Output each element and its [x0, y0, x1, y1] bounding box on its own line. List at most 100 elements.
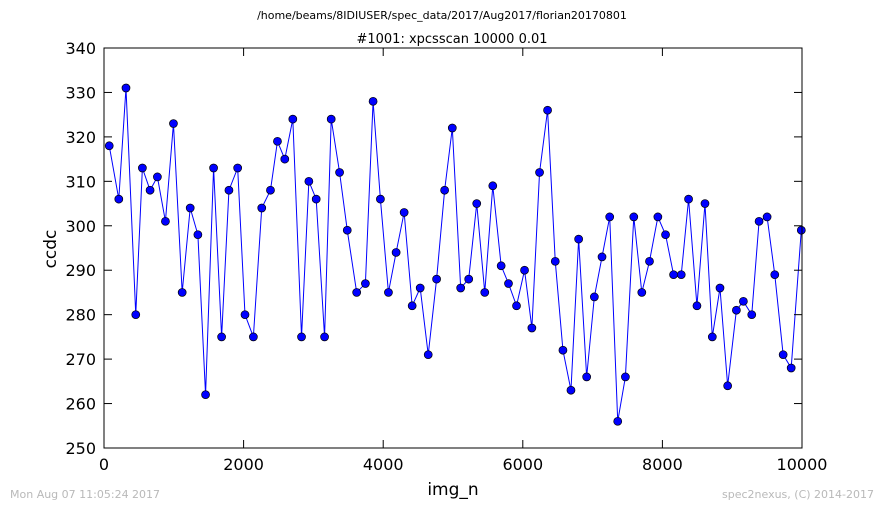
data-point	[391, 248, 401, 257]
data-point	[520, 265, 529, 275]
y-tick-label: 280	[65, 306, 96, 325]
data-point	[193, 230, 203, 240]
data-point	[326, 114, 336, 124]
data-point	[621, 372, 630, 382]
plot-frame	[103, 47, 803, 449]
y-tick-label: 320	[65, 128, 96, 147]
y-axis-label: ccdc	[41, 230, 61, 269]
data-point	[131, 310, 141, 320]
x-axis-label: img_n	[427, 480, 478, 500]
data-point	[566, 385, 576, 395]
data-point	[104, 141, 114, 151]
chart-path-header: /home/beams/8IDIUSER/spec_data/2017/Aug2…	[257, 9, 627, 22]
y-tick-label: 340	[65, 39, 96, 58]
data-point	[288, 114, 298, 124]
data-point	[297, 332, 306, 342]
footer-timestamp: Mon Aug 07 11:05:24 2017	[10, 488, 160, 501]
data-point	[384, 288, 393, 297]
data-point	[653, 212, 663, 222]
y-tick-label: 300	[65, 217, 96, 236]
data-point	[161, 216, 170, 226]
data-point	[692, 301, 702, 311]
data-point	[114, 194, 124, 204]
data-point	[645, 256, 654, 266]
data-point	[676, 270, 686, 280]
data-point	[762, 212, 772, 222]
data-point	[361, 279, 370, 288]
data-point	[376, 194, 385, 204]
data-point	[488, 181, 498, 191]
data-point	[121, 83, 131, 93]
x-tick-label: 0	[99, 455, 109, 474]
data-point	[512, 301, 521, 311]
data-point	[684, 194, 693, 204]
y-tick-label: 250	[65, 439, 96, 458]
data-point	[440, 185, 449, 195]
data-point	[201, 390, 210, 400]
y-tick-label: 330	[65, 83, 96, 102]
data-point	[153, 172, 162, 182]
data-point	[754, 216, 764, 226]
data-point	[217, 332, 226, 342]
data-point	[786, 363, 796, 373]
data-point	[558, 345, 568, 355]
data-point	[169, 119, 178, 128]
data-point	[661, 230, 670, 240]
data-point	[597, 252, 607, 262]
y-tick-label: 260	[65, 395, 96, 414]
data-point	[257, 203, 267, 213]
data-point	[589, 292, 599, 302]
data-point	[543, 105, 552, 115]
data-point	[496, 261, 506, 271]
data-point	[335, 168, 344, 177]
data-point	[527, 323, 537, 333]
data-point	[715, 283, 725, 293]
data-point	[273, 136, 282, 146]
data-point	[732, 305, 741, 315]
y-tick-label: 310	[65, 172, 96, 191]
x-tick-label: 10000	[777, 455, 828, 474]
data-point	[700, 199, 710, 208]
series-line	[108, 87, 802, 422]
x-tick-label: 8000	[642, 455, 683, 474]
footer-credit: spec2nexus, (C) 2014-2017	[722, 488, 874, 501]
data-point	[747, 310, 757, 320]
data-point	[368, 96, 378, 106]
data-point	[629, 212, 639, 222]
data-point	[399, 208, 409, 217]
data-point	[177, 288, 187, 297]
data-point	[669, 270, 678, 280]
data-point	[185, 203, 195, 213]
x-tick-label: 2000	[223, 455, 264, 474]
data-point	[240, 310, 250, 320]
data-point	[320, 332, 329, 342]
data-point	[224, 185, 234, 195]
data-point	[464, 274, 474, 284]
data-point	[145, 185, 155, 195]
data-point	[582, 372, 592, 382]
chart-title: #1001: xpcsscan 10000 0.01	[356, 32, 547, 47]
data-point	[723, 381, 733, 391]
data-point	[447, 123, 457, 133]
data-point	[233, 163, 243, 173]
data-point	[637, 288, 647, 297]
data-point	[423, 350, 433, 360]
data-point	[138, 163, 147, 173]
y-tick-label: 290	[65, 261, 96, 280]
data-point	[266, 185, 275, 195]
data-point	[796, 225, 806, 235]
data-point	[550, 256, 560, 266]
x-tick-label: 6000	[502, 455, 543, 474]
data-point	[304, 176, 314, 186]
plot-area	[104, 83, 806, 426]
data-point	[415, 283, 425, 293]
data-point	[605, 212, 615, 222]
data-point	[249, 332, 258, 342]
data-point	[613, 416, 623, 426]
y-tick-label: 270	[65, 350, 96, 369]
data-point	[280, 154, 290, 164]
data-point	[342, 225, 352, 235]
data-point	[352, 288, 362, 297]
data-point	[432, 274, 441, 284]
